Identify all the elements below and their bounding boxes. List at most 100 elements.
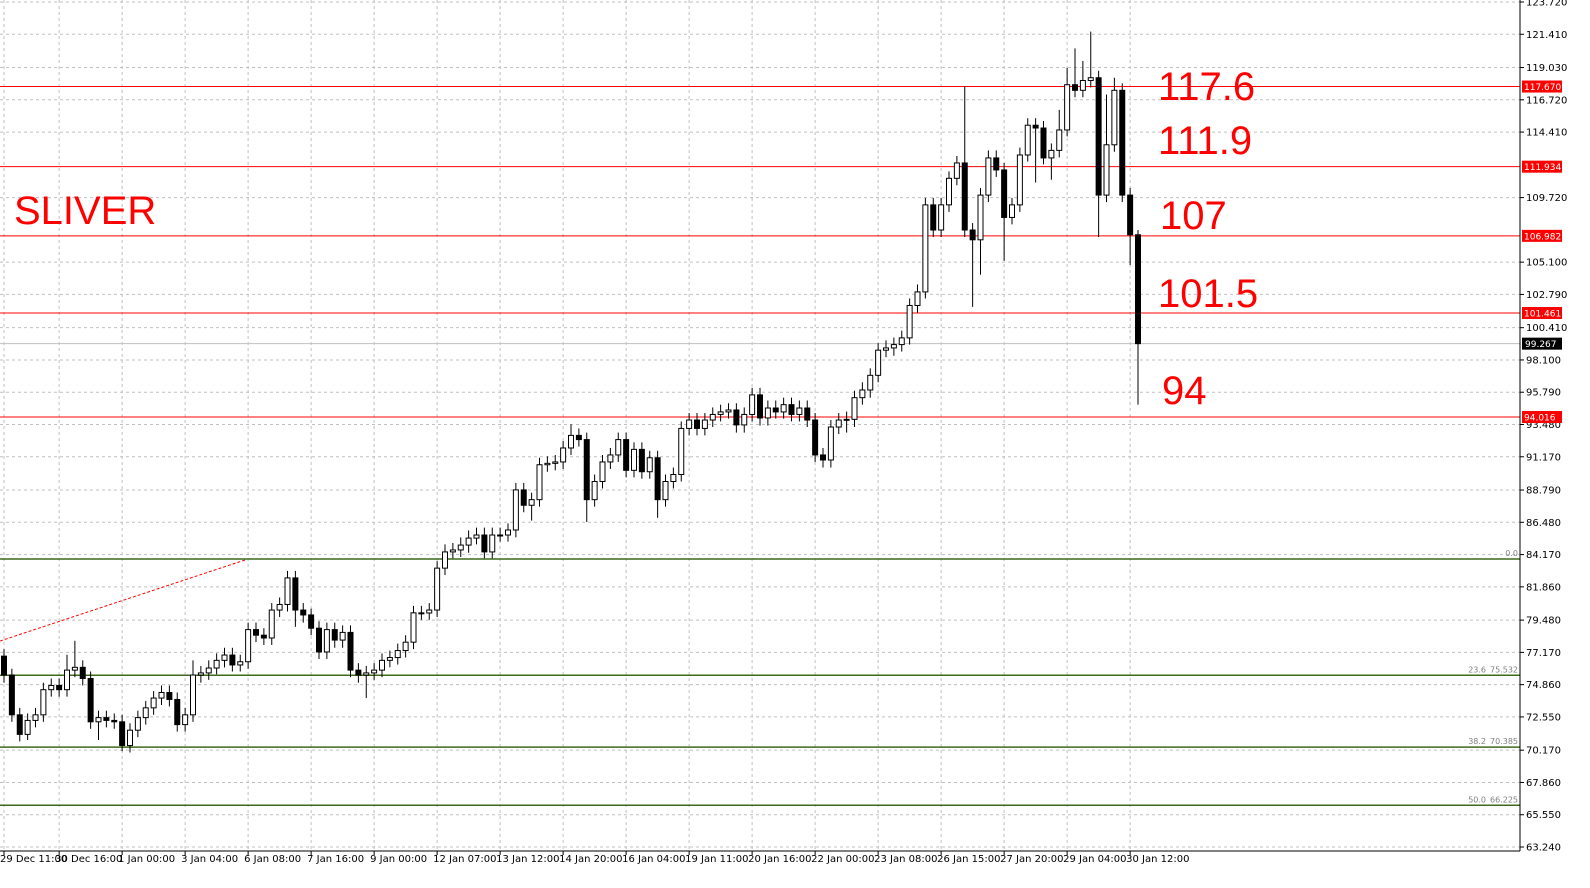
candle-body bbox=[914, 291, 921, 306]
y-tick-label: 84.170 bbox=[1526, 550, 1561, 561]
candle-body bbox=[221, 654, 228, 661]
candle-body bbox=[8, 674, 15, 716]
candle-body bbox=[631, 448, 637, 471]
fib-ratio: 0.0 bbox=[1505, 549, 1518, 558]
y-tick-label: 93.480 bbox=[1526, 420, 1561, 431]
candle-body bbox=[678, 427, 685, 476]
candle-body bbox=[1001, 169, 1008, 218]
y-tick-label: 102.790 bbox=[1526, 290, 1567, 301]
candle-body bbox=[229, 654, 236, 666]
candle-body bbox=[1056, 129, 1063, 151]
fib-label: 50.0 66.225 bbox=[1468, 795, 1518, 804]
candle-body bbox=[812, 419, 819, 456]
candle-body bbox=[961, 162, 968, 231]
candle-body bbox=[150, 697, 157, 709]
candle-body bbox=[544, 462, 551, 466]
fib-value: 66.225 bbox=[1490, 795, 1518, 804]
level-box bbox=[1522, 411, 1562, 424]
annotation: 107 bbox=[1160, 194, 1227, 238]
level-box bbox=[1522, 80, 1562, 93]
candle-body bbox=[127, 729, 133, 747]
candle-body bbox=[323, 629, 330, 653]
candle-body bbox=[1095, 77, 1102, 196]
level-label: 111.934 bbox=[1524, 163, 1561, 173]
x-tick-label: 9 Jan 00:00 bbox=[370, 854, 427, 865]
fib-label: 0.0 bbox=[1505, 549, 1518, 558]
candle-body bbox=[575, 434, 582, 441]
y-tick-label: 86.480 bbox=[1526, 518, 1561, 529]
candle-body bbox=[481, 534, 488, 553]
level-box bbox=[1522, 160, 1562, 173]
candle-body bbox=[457, 544, 464, 551]
x-tick-label: 14 Jan 20:00 bbox=[559, 854, 622, 865]
y-tick-label: 121.410 bbox=[1526, 30, 1567, 41]
fib-ratio: 23.6 bbox=[1468, 665, 1486, 674]
y-tick-label: 72.550 bbox=[1526, 712, 1561, 723]
x-tick-label: 29 Dec 11:00 bbox=[0, 854, 67, 865]
annotation: SLIVER bbox=[14, 189, 156, 233]
candle-body bbox=[339, 631, 346, 641]
x-tick-label: 29 Jan 04:00 bbox=[1063, 854, 1126, 865]
candle-body bbox=[638, 448, 645, 473]
y-tick-label: 65.550 bbox=[1526, 810, 1561, 821]
candle-body bbox=[268, 609, 275, 639]
candle-body bbox=[40, 689, 47, 716]
candle-body bbox=[512, 489, 519, 531]
y-tick-label: 105.100 bbox=[1526, 258, 1567, 269]
candle-body bbox=[363, 672, 370, 676]
candle-body bbox=[938, 204, 945, 231]
candle-body bbox=[875, 349, 882, 376]
candle-body bbox=[237, 661, 244, 666]
candle-body bbox=[489, 534, 496, 553]
level-label: 101.461 bbox=[1524, 309, 1561, 319]
candle-body bbox=[505, 529, 511, 536]
fib-ratio: 38.2 bbox=[1468, 737, 1486, 746]
candle-body bbox=[48, 684, 55, 691]
candle-body bbox=[946, 177, 952, 206]
candle-body bbox=[725, 409, 732, 413]
candle-body bbox=[851, 397, 858, 420]
candle-body bbox=[24, 719, 31, 735]
annotation: 117.6 bbox=[1158, 65, 1255, 109]
level-label: 117.670 bbox=[1524, 83, 1561, 93]
candle-body bbox=[410, 612, 417, 643]
candle-body bbox=[111, 719, 118, 723]
candle-body bbox=[922, 204, 929, 293]
candle-body bbox=[379, 659, 385, 671]
candle-body bbox=[276, 603, 283, 611]
y-tick-label: 109.720 bbox=[1526, 193, 1567, 204]
annotation: 111.9 bbox=[1158, 119, 1252, 163]
candle-body bbox=[985, 157, 992, 196]
candle-body bbox=[300, 609, 307, 616]
y-tick-label: 88.790 bbox=[1526, 486, 1561, 497]
y-tick-label: 116.720 bbox=[1526, 95, 1567, 106]
candle-body bbox=[103, 717, 110, 721]
candle-body bbox=[1024, 124, 1031, 156]
candle-body bbox=[95, 717, 102, 723]
candle-body bbox=[662, 481, 669, 501]
candle-body bbox=[867, 374, 874, 391]
candle-body bbox=[1087, 77, 1094, 82]
candle-body bbox=[292, 577, 299, 611]
levels bbox=[0, 86, 1520, 807]
x-tick-label: 23 Jan 08:00 bbox=[874, 854, 937, 865]
candle-body bbox=[1064, 84, 1071, 131]
candle-body bbox=[119, 721, 126, 747]
x-tick-label: 19 Jan 11:00 bbox=[685, 854, 748, 865]
candle-body bbox=[473, 534, 480, 539]
x-tick-label: 26 Jan 15:00 bbox=[937, 854, 1000, 865]
price-box bbox=[1522, 337, 1562, 350]
candle-body bbox=[859, 389, 866, 399]
y-tick-label: 114.410 bbox=[1526, 128, 1567, 139]
x-tick-label: 12 Jan 07:00 bbox=[433, 854, 496, 865]
candle-body bbox=[174, 698, 181, 726]
candle-body bbox=[796, 407, 803, 415]
x-tick-label: 27 Jan 20:00 bbox=[1000, 854, 1063, 865]
candle-body bbox=[520, 489, 527, 506]
x-tick-label: 1 Jan 00:00 bbox=[118, 854, 175, 865]
candle-body bbox=[694, 419, 700, 429]
candle-body bbox=[1, 655, 7, 676]
candle-body bbox=[741, 413, 748, 426]
candle-body bbox=[1135, 234, 1141, 345]
candle-body bbox=[977, 194, 984, 241]
